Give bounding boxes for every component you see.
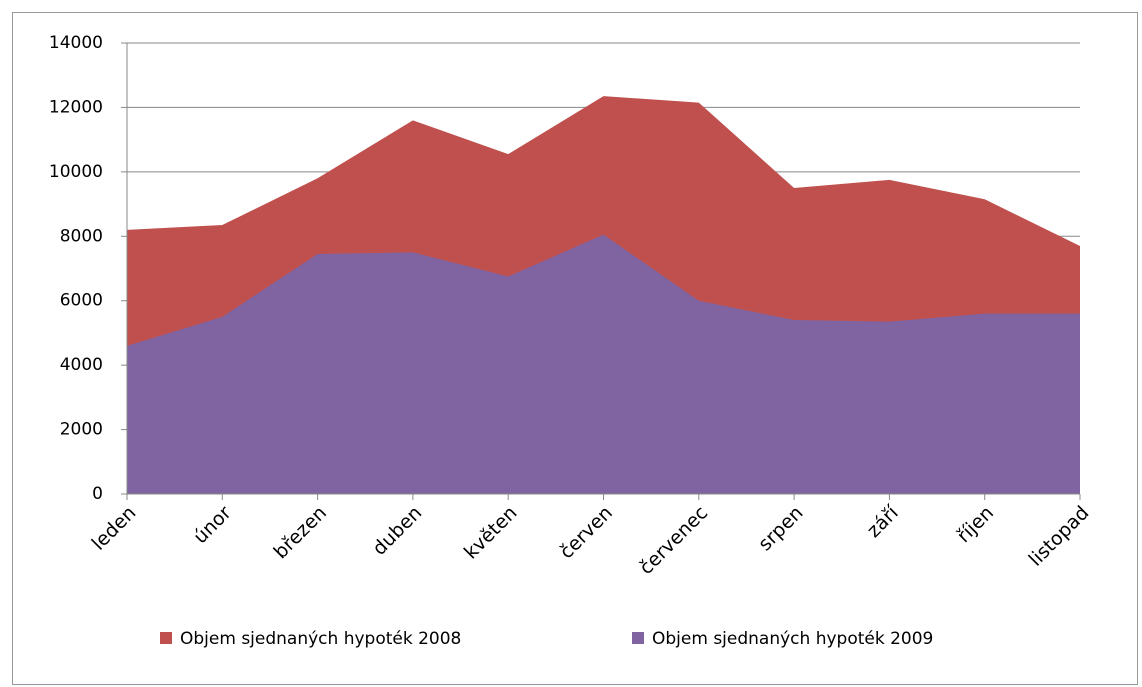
legend-swatch xyxy=(632,632,644,644)
y-tick-label: 8000 xyxy=(60,226,103,246)
legend-swatch xyxy=(160,632,172,644)
area xyxy=(127,234,1080,495)
legend-label: Objem sjednaných hypoték 2009 xyxy=(652,629,933,649)
y-tick-label: 0 xyxy=(92,484,103,504)
y-tick-label: 4000 xyxy=(60,355,103,375)
y-tick-label: 12000 xyxy=(49,97,103,117)
legend-label: Objem sjednaných hypoték 2008 xyxy=(180,629,461,649)
y-tick-label: 2000 xyxy=(60,420,103,440)
y-tick-label: 10000 xyxy=(49,162,103,182)
y-tick-label: 14000 xyxy=(49,33,103,53)
y-tick-label: 6000 xyxy=(60,291,103,311)
